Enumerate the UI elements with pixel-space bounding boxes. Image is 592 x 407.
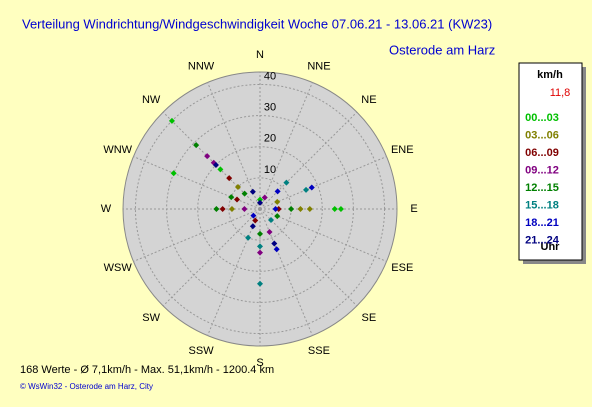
data-point bbox=[233, 196, 240, 203]
y-tick-label: 20 bbox=[264, 133, 276, 145]
data-point bbox=[274, 188, 281, 195]
direction-label: ENE bbox=[391, 144, 414, 156]
data-point bbox=[257, 199, 263, 206]
data-point bbox=[170, 170, 177, 177]
spoke bbox=[259, 208, 387, 262]
direction-label: E bbox=[410, 203, 417, 215]
data-point bbox=[273, 246, 280, 253]
spoke bbox=[259, 208, 358, 307]
data-point bbox=[297, 206, 304, 212]
y-tick-label: 30 bbox=[264, 101, 276, 113]
spoke bbox=[162, 208, 261, 307]
legend-footer: Uhr bbox=[541, 241, 561, 253]
data-point bbox=[275, 206, 282, 212]
legend-entry: 15...18 bbox=[525, 199, 559, 211]
data-point bbox=[257, 196, 263, 203]
spoke bbox=[259, 208, 313, 336]
direction-label: WNW bbox=[103, 144, 132, 156]
legend-unit: km/h bbox=[537, 69, 563, 81]
data-point bbox=[308, 184, 315, 191]
data-point bbox=[241, 190, 248, 197]
direction-label: NW bbox=[142, 94, 161, 106]
data-point bbox=[249, 188, 256, 195]
current-value: 11,8 bbox=[550, 87, 571, 99]
direction-label: W bbox=[101, 203, 112, 215]
direction-label: SE bbox=[362, 312, 377, 324]
data-point bbox=[234, 183, 241, 190]
legend-entry: 06...09 bbox=[525, 147, 559, 159]
grid-circle bbox=[197, 146, 323, 272]
data-point bbox=[257, 249, 263, 256]
legend-box bbox=[518, 62, 583, 261]
data-point bbox=[303, 186, 310, 193]
credit: © WsWin32 - Osterode am Harz, City bbox=[20, 382, 153, 391]
data-point bbox=[268, 217, 275, 224]
spoke bbox=[259, 82, 313, 210]
data-point bbox=[226, 175, 233, 182]
spoke bbox=[133, 156, 261, 210]
chart-subtitle: Osterode am Harz bbox=[389, 42, 495, 57]
direction-label: SSW bbox=[189, 345, 215, 357]
direction-label: NNE bbox=[307, 61, 330, 73]
spoke bbox=[133, 208, 261, 262]
y-tick-label: 10 bbox=[264, 164, 276, 176]
legend-entry: 09...12 bbox=[525, 164, 559, 176]
data-point bbox=[193, 142, 200, 149]
data-point bbox=[266, 229, 273, 236]
direction-label: WSW bbox=[104, 262, 133, 274]
data-point bbox=[257, 280, 263, 287]
data-point bbox=[219, 206, 226, 212]
spoke bbox=[259, 156, 387, 210]
data-point bbox=[306, 206, 313, 212]
spoke bbox=[162, 111, 261, 210]
data-point bbox=[241, 206, 248, 212]
data-point bbox=[213, 206, 220, 212]
legend-entry: 18...21 bbox=[525, 217, 559, 229]
data-point bbox=[228, 194, 235, 201]
data-point bbox=[331, 206, 338, 212]
legend-entry: 03...06 bbox=[525, 129, 559, 141]
data-point bbox=[271, 240, 278, 247]
chart-title: Verteilung Windrichtung/Windgeschwindigk… bbox=[22, 16, 492, 31]
legend-entry: 12...15 bbox=[525, 182, 559, 194]
data-point bbox=[252, 217, 259, 224]
direction-label: NE bbox=[361, 94, 376, 106]
data-point bbox=[204, 153, 211, 160]
data-point bbox=[337, 206, 344, 212]
spoke bbox=[207, 208, 261, 336]
data-point bbox=[257, 243, 263, 250]
legend-entry: 21...24 bbox=[525, 234, 560, 246]
direction-label: NNW bbox=[188, 61, 215, 73]
direction-label: S bbox=[256, 357, 263, 369]
direction-label: SW bbox=[142, 312, 160, 324]
direction-label: SSE bbox=[308, 345, 330, 357]
footer: 168 Werte - Ø 7,1km/h - Max. 51,1km/h - … bbox=[20, 364, 274, 376]
data-point bbox=[283, 179, 290, 186]
spoke bbox=[259, 111, 358, 210]
data-point bbox=[288, 206, 295, 212]
direction-label: N bbox=[256, 49, 264, 61]
data-point bbox=[257, 230, 263, 237]
data-point bbox=[274, 198, 281, 205]
data-point bbox=[274, 213, 281, 220]
data-point bbox=[272, 206, 279, 212]
data-point bbox=[168, 117, 175, 124]
data-point bbox=[212, 161, 219, 168]
data-point bbox=[217, 166, 224, 173]
y-tick-label: 40 bbox=[264, 70, 276, 82]
data-point bbox=[249, 223, 256, 230]
data-point bbox=[245, 234, 252, 241]
direction-label: ESE bbox=[391, 262, 413, 274]
legend-entry: 00...03 bbox=[525, 112, 559, 124]
data-point bbox=[250, 212, 257, 219]
data-point bbox=[261, 194, 268, 201]
data-point bbox=[228, 206, 235, 212]
spoke bbox=[207, 82, 261, 210]
